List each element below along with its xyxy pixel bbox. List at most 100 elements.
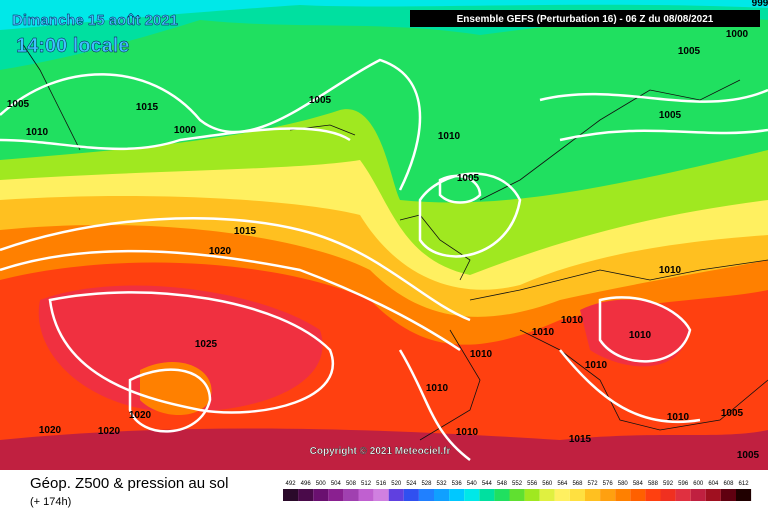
scale-swatch: [524, 489, 540, 501]
scale-swatch: [328, 489, 344, 501]
isobar-label: 1000: [174, 125, 197, 136]
scale-label: 572: [588, 481, 599, 487]
scale-label: 580: [618, 481, 629, 487]
scale-label: 504: [331, 481, 342, 487]
isobar-label: 1005: [309, 95, 332, 106]
isobar-label: 1010: [667, 412, 690, 423]
scale-label: 608: [723, 481, 734, 487]
run-info: Ensemble GEFS (Perturbation 16) - 06 Z d…: [457, 14, 714, 25]
scale-label: 556: [527, 481, 538, 487]
isobar-label: 1020: [129, 410, 152, 421]
isobar-label: 1005: [678, 46, 701, 57]
scale-label: 528: [421, 481, 432, 487]
isobar-label: 1010: [470, 349, 493, 360]
scale-swatch: [554, 489, 570, 501]
time: 14:00 locale: [16, 35, 129, 57]
isobar-label: 1015: [234, 226, 257, 237]
isobar-label: 1010: [629, 330, 652, 341]
scale-label: 588: [648, 481, 659, 487]
isobar-label: 1005: [721, 408, 744, 419]
scale-swatch: [494, 489, 510, 501]
scale-label: 596: [678, 481, 689, 487]
isobar-label: 1015: [569, 434, 592, 445]
scale-swatch: [690, 489, 706, 501]
scale-label: 520: [391, 481, 402, 487]
scale-label: 516: [376, 481, 387, 487]
band-540: [0, 0, 768, 30]
footer-title: Géop. Z500 & pression au sol: [30, 475, 228, 492]
isobar-label: 1025: [195, 339, 218, 350]
scale-label: 540: [467, 481, 478, 487]
scale-swatch: [388, 489, 404, 501]
scale-label: 560: [542, 481, 553, 487]
isobar-label: 1005: [659, 110, 682, 121]
scale-label: 576: [603, 481, 614, 487]
scale-swatch: [615, 489, 631, 501]
scale-label: 536: [452, 481, 463, 487]
isobar-label: 1010: [26, 127, 49, 138]
date: Dimanche 15 août 2021: [12, 12, 178, 29]
isobar-label: 1010: [456, 427, 479, 438]
scale-label: 552: [512, 481, 523, 487]
isobar-label: 1005: [7, 99, 30, 110]
scale-swatch: [449, 489, 465, 501]
isobar-labels: 999 1005 1015 1010 1000 1005 1010 1005 1005 1000 1…: [7, 0, 768, 461]
scale-swatch: [434, 489, 450, 501]
scale-swatch: [509, 489, 525, 501]
color-scale: 492 496 500 504 508 512 516 520 524 528 532 536 540 5…: [283, 481, 752, 501]
scale-label: 548: [497, 481, 508, 487]
isobar-label: 1020: [98, 426, 121, 437]
scale-label: 512: [361, 481, 372, 487]
scale-label: 524: [406, 481, 417, 487]
copyright: Copyright © 2021 Meteociel.fr: [310, 446, 451, 457]
scale-swatch: [373, 489, 389, 501]
scale-label: 492: [286, 481, 297, 487]
scale-label: 604: [708, 481, 719, 487]
scale-swatch: [660, 489, 676, 501]
coastlines: [19, 39, 768, 441]
isobar-label: 1005: [737, 450, 760, 461]
scale-swatch: [283, 489, 299, 501]
isobar-label: 1020: [209, 246, 232, 257]
scale-label: 584: [633, 481, 644, 487]
scale-swatch: [418, 489, 434, 501]
scale-label: 612: [739, 481, 750, 487]
isobar-label: 1015: [136, 102, 159, 113]
scale-swatch: [403, 489, 419, 501]
scale-swatch: [539, 489, 555, 501]
isobar-label: 1010: [438, 131, 461, 142]
scale-swatch: [464, 489, 480, 501]
isobar-label: 1010: [561, 315, 584, 326]
scale-label: 532: [437, 481, 448, 487]
run-box: [410, 10, 760, 27]
scale-swatch: [358, 489, 374, 501]
isobar-label: 1005: [457, 173, 480, 184]
scale-label: 500: [316, 481, 327, 487]
isobar-label: 1010: [585, 360, 608, 371]
isobar-label: 1010: [659, 265, 682, 276]
scale-swatch: [720, 489, 736, 501]
scale-label: 496: [301, 481, 312, 487]
scale-swatch: [675, 489, 691, 501]
scale-swatch: [585, 489, 601, 501]
scale-label: 600: [693, 481, 704, 487]
isobar-label: 1000: [726, 29, 749, 40]
isobar-label: 1010: [532, 327, 555, 338]
scale-label: 564: [557, 481, 568, 487]
scale-swatch: [298, 489, 314, 501]
band-600: [0, 428, 768, 470]
isobar-label: 1010: [426, 383, 449, 394]
isobars: [0, 58, 768, 461]
footer-subtitle: (+ 174h): [30, 496, 71, 508]
scale-swatch: [645, 489, 661, 501]
scale-label: 508: [346, 481, 357, 487]
scale-swatch: [705, 489, 721, 501]
scale-swatch: [479, 489, 495, 501]
scale-swatch: [313, 489, 329, 501]
scale-swatch: [569, 489, 585, 501]
scale-swatch: [630, 489, 646, 501]
isobar-label: 999: [752, 0, 768, 9]
scale-label: 544: [482, 481, 493, 487]
isobar-label: 1020: [39, 425, 62, 436]
